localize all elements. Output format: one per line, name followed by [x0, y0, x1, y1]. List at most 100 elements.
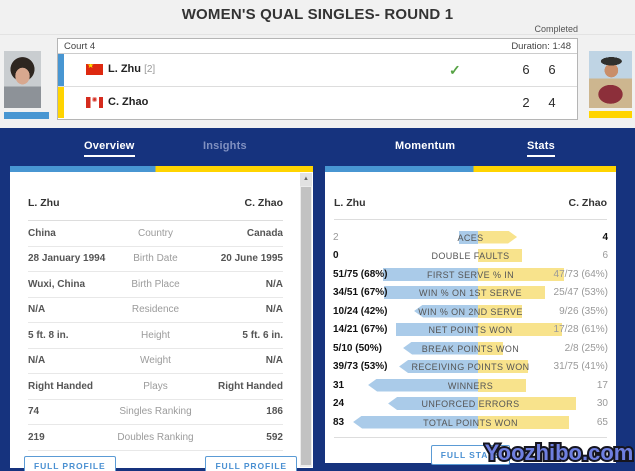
player1-set2-score: 6 — [548, 62, 556, 77]
stat-row: 39/73 (53%) RECEIVING POINTS WON 31/75 (… — [325, 358, 616, 377]
stat-label: WIN % ON 2ND SERVE — [418, 306, 523, 317]
stat-row: 2 ACES 4 — [325, 228, 616, 247]
china-flag-icon: ★ — [86, 64, 103, 75]
player2-set1-score: 2 — [522, 95, 530, 110]
left-player-value: N/A — [28, 355, 46, 367]
stat-label: BREAK POINTS WON — [421, 343, 520, 354]
left-player-bar — [388, 397, 479, 410]
left-player-bar — [414, 304, 479, 318]
right-stat-value: 47/73 (64%) — [553, 268, 608, 280]
tab-insights[interactable]: Insights — [203, 140, 247, 152]
left-stat-value: 31 — [333, 379, 345, 391]
right-player-bar — [478, 286, 546, 299]
overview-scrollbar[interactable]: ▲ — [300, 173, 312, 467]
left-player-bar — [384, 286, 479, 299]
left-stat-value: 2 — [333, 231, 339, 243]
left-stat-value: 51/75 (68%) — [333, 268, 388, 280]
full-profile-button-left[interactable]: FULL PROFILE — [24, 455, 116, 471]
stats-panel-accent — [325, 166, 616, 172]
player-info-table: China Country Canada 28 January 1994 Bir… — [28, 221, 283, 451]
right-stat-value: 6 — [602, 250, 608, 261]
left-player-bar — [399, 360, 479, 373]
watermark: Yoozhibo.com — [483, 436, 635, 471]
player1-name: L. Zhu [2] — [108, 63, 156, 75]
stat-row: 0 DOUBLE FAULTS 6 — [325, 247, 616, 266]
left-player-bar — [396, 323, 479, 336]
left-player-value: Wuxi, China — [28, 278, 86, 290]
player2-set2-score: 4 — [548, 95, 556, 110]
stat-label: TOTAL POINTS WON — [423, 417, 518, 428]
left-player-value: 28 January 1994 — [28, 253, 106, 265]
stat-label: UNFORCED ERRORS — [421, 399, 520, 409]
full-stats-button[interactable]: FULL STATS — [430, 444, 511, 465]
info-label: Height — [141, 329, 170, 341]
stats-panel-header: L. Zhu C. Zhao — [334, 197, 607, 220]
overview-panel-accent — [10, 166, 313, 172]
right-player-bar — [478, 360, 529, 373]
canada-flag-icon: ✺ — [86, 97, 103, 108]
stat-row: 31 WINNERS 17 — [325, 376, 616, 395]
header-divider — [0, 34, 635, 35]
info-label: Residence — [131, 304, 180, 316]
court-label: Court 4 — [64, 40, 96, 52]
stat-label: WINNERS — [447, 380, 494, 391]
player-info-row: N/A Weight N/A — [28, 349, 283, 374]
right-stat-value: 31/75 (41%) — [553, 361, 608, 372]
left-stat-value: 24 — [333, 398, 345, 409]
player1-accent-bar — [58, 54, 64, 86]
left-player-bar — [353, 415, 479, 429]
right-player-bar — [478, 231, 517, 244]
player-info-row: 5 ft. 8 in. Height 5 ft. 6 in. — [28, 323, 283, 349]
scroll-up-icon[interactable]: ▲ — [300, 173, 312, 186]
stat-row: 24 UNFORCED ERRORS 30 — [325, 395, 616, 414]
duration-label: Duration: 1:48 — [511, 40, 571, 52]
player1-set1-score: 6 — [522, 62, 530, 77]
player-info-row: N/A Residence N/A — [28, 298, 283, 323]
right-stat-value: 9/26 (35%) — [559, 305, 608, 317]
info-label: Weight — [140, 355, 171, 367]
overview-right-player-name: C. Zhao — [244, 197, 284, 209]
page-title: WOMEN'S QUAL SINGLES- ROUND 1 — [181, 6, 454, 23]
stats-right-player-name: C. Zhao — [568, 197, 608, 209]
stat-row: 34/51 (67%) WIN % ON 1ST SERVE 25/47 (53… — [325, 284, 616, 303]
left-stat-value: 0 — [333, 250, 339, 261]
left-player-bar — [368, 378, 479, 392]
right-player-bar — [478, 304, 523, 318]
left-player-value: N/A — [28, 304, 46, 316]
player-info-row: Right Handed Plays Right Handed — [28, 374, 283, 400]
check-icon: ✓ — [449, 62, 461, 78]
match-status: Completed — [534, 24, 578, 34]
right-player-value: N/A — [265, 278, 283, 290]
stats-left-player-name: L. Zhu — [334, 197, 366, 209]
stat-label: ACES — [457, 232, 484, 243]
left-stat-value: 10/24 (42%) — [333, 305, 388, 317]
left-player-value: 74 — [28, 406, 40, 418]
left-stat-value: 5/10 (50%) — [333, 342, 382, 354]
scrollbar-thumb[interactable] — [301, 187, 311, 465]
stat-label: DOUBLE FAULTS — [431, 251, 510, 261]
stat-row: 83 TOTAL POINTS WON 65 — [325, 413, 616, 432]
tab-overview[interactable]: Overview — [84, 140, 135, 157]
right-player-value: N/A — [265, 355, 283, 367]
right-player-value: Right Handed — [217, 380, 283, 392]
info-label: Birth Date — [133, 253, 178, 265]
left-player-bar — [459, 230, 479, 244]
right-player-value: Canada — [246, 227, 283, 239]
right-player-bar — [478, 267, 565, 281]
tab-momentum[interactable]: Momentum — [395, 140, 456, 152]
right-player-value: 592 — [266, 431, 283, 443]
stats-divider — [334, 436, 607, 438]
full-profile-button-right[interactable]: FULL PROFILE — [205, 455, 297, 471]
right-player-value: 5 ft. 6 in. — [242, 329, 283, 341]
stat-row: 10/24 (42%) WIN % ON 2ND SERVE 9/26 (35%… — [325, 302, 616, 321]
scoreboard-header: Court 4 Duration: 1:48 — [58, 39, 577, 54]
right-stat-value: 4 — [602, 231, 608, 243]
info-label: Country — [137, 227, 173, 239]
tab-stats[interactable]: Stats — [527, 140, 555, 157]
right-player-bar — [478, 323, 563, 336]
right-stat-value: 65 — [596, 416, 608, 428]
left-player-value: China — [28, 227, 56, 239]
stat-row: 5/10 (50%) BREAK POINTS WON 2/8 (25%) — [325, 339, 616, 358]
player2-color-bar — [589, 111, 632, 118]
